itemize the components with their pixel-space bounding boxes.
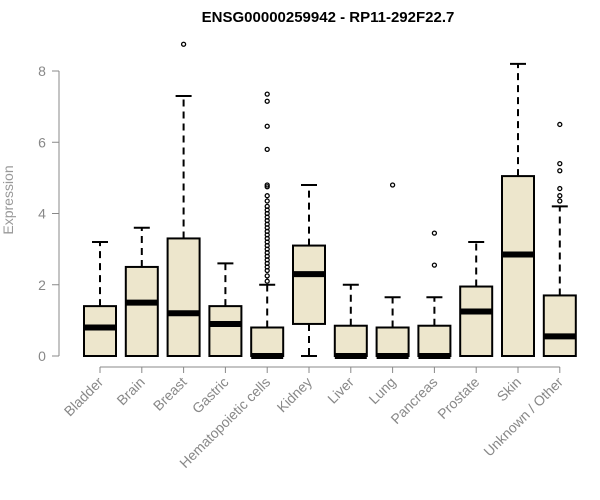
iqr-box xyxy=(542,294,577,357)
iqr-box xyxy=(459,285,494,357)
box-group-kidney xyxy=(292,184,326,357)
outlier-point xyxy=(557,185,563,192)
x-tick-label: Unknown / Other xyxy=(480,374,566,460)
box-group-bladder xyxy=(83,241,117,357)
y-tick-label: 8 xyxy=(38,63,46,79)
outlier-point xyxy=(389,182,396,188)
outlier-point xyxy=(557,198,563,204)
box-group-brain xyxy=(124,226,159,357)
y-tick-label: 0 xyxy=(38,348,46,364)
box-group-breast xyxy=(166,41,201,357)
iqr-box xyxy=(250,326,285,357)
box-group-hematopoietic-cells xyxy=(250,91,285,359)
x-tick-label: Skin xyxy=(494,374,525,405)
plot-area xyxy=(83,41,577,359)
iqr-box xyxy=(333,324,368,357)
outlier-point xyxy=(431,262,438,268)
outlier-point xyxy=(264,278,270,284)
x-tick-label: Bladder xyxy=(61,374,107,420)
x-tick-label: Lung xyxy=(365,374,398,407)
y-axis: 0 2 4 6 8 xyxy=(38,63,60,364)
box-group-liver xyxy=(333,283,368,359)
y-tick-label: 4 xyxy=(38,206,46,222)
outlier-point xyxy=(264,198,270,204)
iqr-box xyxy=(124,265,159,357)
y-tick-label: 2 xyxy=(38,277,46,293)
box-group-unknown-other xyxy=(542,121,577,357)
outlier-point xyxy=(557,121,563,128)
outlier-point xyxy=(264,193,270,199)
y-axis-label: Expression xyxy=(0,165,16,234)
outlier-point xyxy=(264,146,270,153)
outlier-point xyxy=(557,168,563,174)
outlier-point xyxy=(180,41,187,47)
iqr-box xyxy=(208,305,243,357)
box-group-skin xyxy=(501,62,535,357)
x-tick-label: Brain xyxy=(113,374,147,408)
outlier-point xyxy=(264,273,270,279)
outlier-point xyxy=(264,184,270,190)
box-group-gastric xyxy=(208,262,243,357)
outlier-point xyxy=(264,98,270,104)
box-group-pancreas xyxy=(417,230,452,359)
iqr-box xyxy=(375,326,410,357)
outlier-point xyxy=(264,123,270,129)
outlier-point xyxy=(557,193,563,199)
x-tick-label: Liver xyxy=(324,374,357,407)
x-tick-label: Kidney xyxy=(274,374,316,416)
y-tick-label: 6 xyxy=(38,134,46,150)
outlier-point xyxy=(431,230,438,236)
iqr-box xyxy=(417,324,452,357)
iqr-box xyxy=(292,244,326,325)
iqr-box xyxy=(166,237,201,357)
chart-title: ENSG00000259942 - RP11-292F22.7 xyxy=(202,9,455,26)
x-tick-label: Prostate xyxy=(434,374,482,422)
box-group-lung xyxy=(375,182,410,359)
iqr-box xyxy=(83,305,117,357)
outlier-point xyxy=(264,91,270,97)
outlier-point xyxy=(264,182,270,188)
box-group-prostate xyxy=(459,241,494,357)
outlier-point xyxy=(264,203,270,210)
outlier-point xyxy=(557,160,563,167)
x-tick-label: Breast xyxy=(150,374,190,414)
iqr-box xyxy=(501,175,535,357)
